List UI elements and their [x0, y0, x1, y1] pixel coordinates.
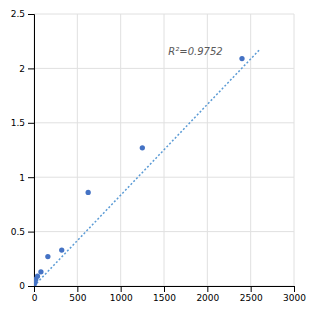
- y-tick-mark: [28, 68, 34, 69]
- y-grid-line: [34, 122, 294, 123]
- x-axis-line: [35, 287, 295, 293]
- x-tick: 1500: [153, 286, 176, 303]
- x-axis: 0 500 1000 1500 2000 2500 3000: [32, 286, 307, 303]
- scatter-point: [86, 190, 91, 195]
- x-tick-label: 0: [32, 293, 38, 303]
- y-axis: 0 0.5 1 1.5 2 2.5: [11, 9, 35, 291]
- y-tick-label: 2.5: [11, 9, 25, 19]
- scatter-point: [239, 56, 244, 61]
- x-grid-line: [250, 14, 251, 286]
- y-tick-mark: [28, 177, 34, 178]
- scatter-point: [140, 145, 145, 150]
- y-tick-label: 1.5: [11, 118, 25, 128]
- y-tick-mark: [28, 123, 34, 124]
- y-tick-label: 0: [19, 281, 25, 291]
- x-tick-label: 1500: [153, 293, 176, 303]
- grid: [34, 14, 294, 286]
- chart: 0 500 1000 1500 2000 2500 3000 0 0.5 1 1.5 2 2.5 R²=0…: [0, 0, 312, 312]
- x-grid-line: [294, 14, 295, 286]
- x-tick: 2000: [196, 286, 219, 303]
- annotations: R²=0.9752: [168, 46, 222, 57]
- x-grid-line: [120, 14, 121, 286]
- x-tick-label: 2500: [240, 293, 263, 303]
- y-tick: 1.5: [11, 118, 34, 128]
- y-tick-label: 2: [19, 64, 25, 74]
- y-tick: 0: [19, 281, 34, 291]
- x-tick-mark: [164, 286, 165, 292]
- x-tick-mark: [294, 286, 295, 292]
- x-tick: 500: [69, 286, 86, 303]
- x-grid-line: [77, 14, 78, 286]
- y-tick: 0.5: [11, 227, 34, 237]
- y-grid-line: [34, 68, 294, 69]
- annotation: R²=0.9752: [168, 46, 222, 57]
- y-grid-line: [34, 14, 294, 15]
- scatter-point: [38, 269, 43, 274]
- y-tick: 1: [19, 173, 34, 183]
- scatter-point: [59, 247, 64, 252]
- x-tick-mark: [251, 286, 252, 292]
- x-tick-label: 500: [69, 293, 86, 303]
- x-tick-mark: [121, 286, 122, 292]
- x-tick: 2500: [240, 286, 263, 303]
- y-tick: 2: [19, 64, 34, 74]
- y-axis-line: [28, 15, 35, 287]
- y-tick-label: 1: [19, 173, 25, 183]
- y-grid-line: [34, 177, 294, 178]
- marks: [34, 50, 259, 286]
- y-tick-mark: [28, 232, 34, 233]
- x-tick: 0: [32, 286, 38, 303]
- x-tick-label: 2000: [196, 293, 219, 303]
- plot-area: 0 500 1000 1500 2000 2500 3000 0 0.5 1 1.5 2 2.5 R²=0…: [11, 9, 307, 303]
- x-tick-label: 3000: [283, 293, 306, 303]
- y-tick-label: 0.5: [11, 227, 25, 237]
- x-tick: 3000: [283, 286, 306, 303]
- x-tick-mark: [207, 286, 208, 292]
- x-tick-mark: [77, 286, 78, 292]
- scatter-point: [45, 254, 50, 259]
- y-tick: 2.5: [11, 9, 34, 19]
- x-tick-label: 1000: [110, 293, 133, 303]
- scatter-point: [35, 274, 40, 279]
- y-grid-line: [34, 231, 294, 232]
- y-tick-mark: [28, 14, 34, 15]
- x-tick: 1000: [110, 286, 133, 303]
- trend-line: [34, 50, 259, 286]
- y-tick-mark: [28, 286, 34, 287]
